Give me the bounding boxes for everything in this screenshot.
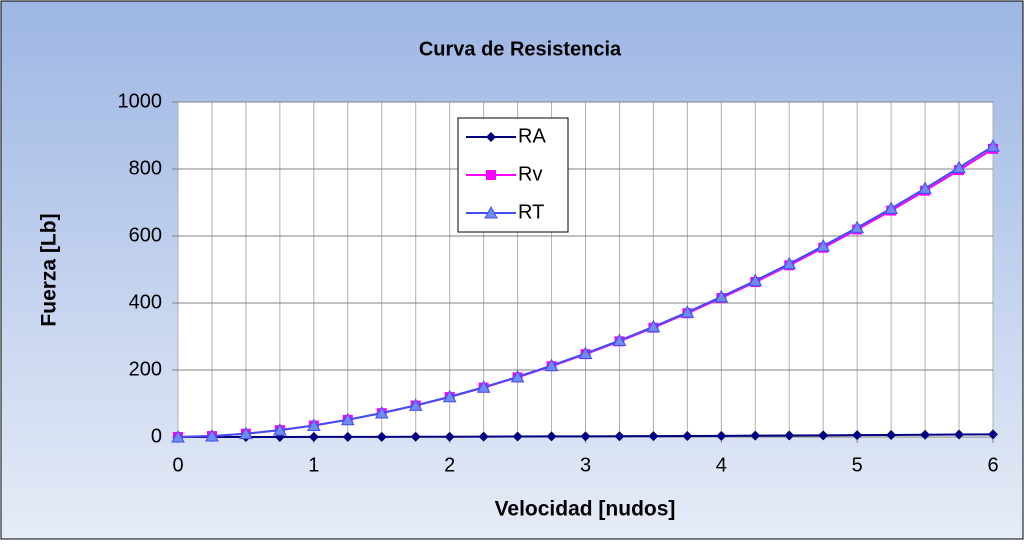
- x-axis-label: Velocidad [nudos]: [495, 498, 676, 521]
- marker-triangle: [374, 405, 389, 419]
- marker-triangle: [484, 205, 498, 219]
- marker-diamond: [486, 132, 496, 142]
- marker-triangle: [340, 412, 355, 426]
- marker-triangle: [748, 273, 763, 287]
- marker-diamond: [886, 429, 897, 440]
- marker-diamond: [784, 430, 795, 441]
- marker-triangle: [510, 369, 525, 383]
- marker-triangle: [239, 426, 253, 440]
- marker-diamond: [614, 431, 625, 442]
- marker-diamond: [308, 431, 319, 442]
- marker-diamond: [716, 430, 727, 441]
- marker-diamond: [648, 431, 659, 442]
- y-tick-label: 600: [129, 224, 162, 246]
- marker-triangle: [714, 289, 729, 303]
- x-tick-label: 3: [580, 454, 591, 476]
- marker-triangle: [952, 160, 966, 174]
- marker-diamond: [750, 430, 761, 441]
- marker-diamond: [954, 429, 965, 440]
- marker-triangle: [680, 305, 695, 318]
- marker-diamond: [920, 429, 931, 440]
- y-axis-label: Fuerza [Lb]: [38, 213, 61, 326]
- marker-diamond: [376, 431, 387, 442]
- marker-triangle: [612, 333, 627, 347]
- marker-triangle: [646, 319, 661, 333]
- marker-diamond: [444, 431, 455, 442]
- marker-diamond: [580, 431, 591, 442]
- marker-square: [486, 170, 496, 180]
- chart-title: Curva de Resistencia: [419, 38, 622, 60]
- marker-triangle: [884, 201, 898, 215]
- marker-triangle: [578, 346, 593, 359]
- marker-triangle: [782, 256, 797, 270]
- x-tick-label: 6: [987, 454, 998, 476]
- x-tick-label: 4: [716, 454, 727, 476]
- y-tick-label: 200: [129, 358, 162, 380]
- marker-triangle: [986, 139, 1000, 152]
- marker-diamond: [988, 429, 998, 440]
- marker-diamond: [546, 431, 557, 442]
- marker-diamond: [818, 430, 829, 441]
- x-tick-label: 1: [308, 454, 319, 476]
- marker-diamond: [410, 431, 421, 442]
- marker-diamond: [852, 430, 863, 441]
- marker-triangle: [171, 429, 185, 443]
- marker-diamond: [478, 431, 489, 442]
- marker-triangle: [918, 181, 932, 194]
- marker-diamond: [512, 431, 523, 442]
- marker-triangle: [476, 380, 491, 393]
- marker-diamond: [342, 431, 353, 442]
- marker-triangle: [306, 418, 321, 431]
- marker-triangle: [442, 389, 457, 403]
- marker-triangle: [816, 239, 831, 252]
- y-tick-label: 800: [129, 157, 162, 179]
- marker-triangle: [544, 358, 559, 372]
- legend-label: Rv: [518, 163, 542, 185]
- x-tick-label: 2: [444, 454, 455, 476]
- marker-triangle: [850, 220, 865, 234]
- marker-triangle: [205, 429, 219, 442]
- legend-label: RA: [518, 125, 546, 147]
- legend-label: RT: [518, 201, 544, 223]
- y-tick-label: 0: [151, 425, 162, 447]
- y-tick-label: 1000: [118, 90, 163, 112]
- marker-diamond: [682, 430, 693, 441]
- x-tick-label: 5: [852, 454, 863, 476]
- marker-triangle: [273, 423, 287, 436]
- marker-triangle: [408, 398, 423, 411]
- y-tick-label: 400: [129, 291, 162, 313]
- x-tick-label: 0: [172, 454, 183, 476]
